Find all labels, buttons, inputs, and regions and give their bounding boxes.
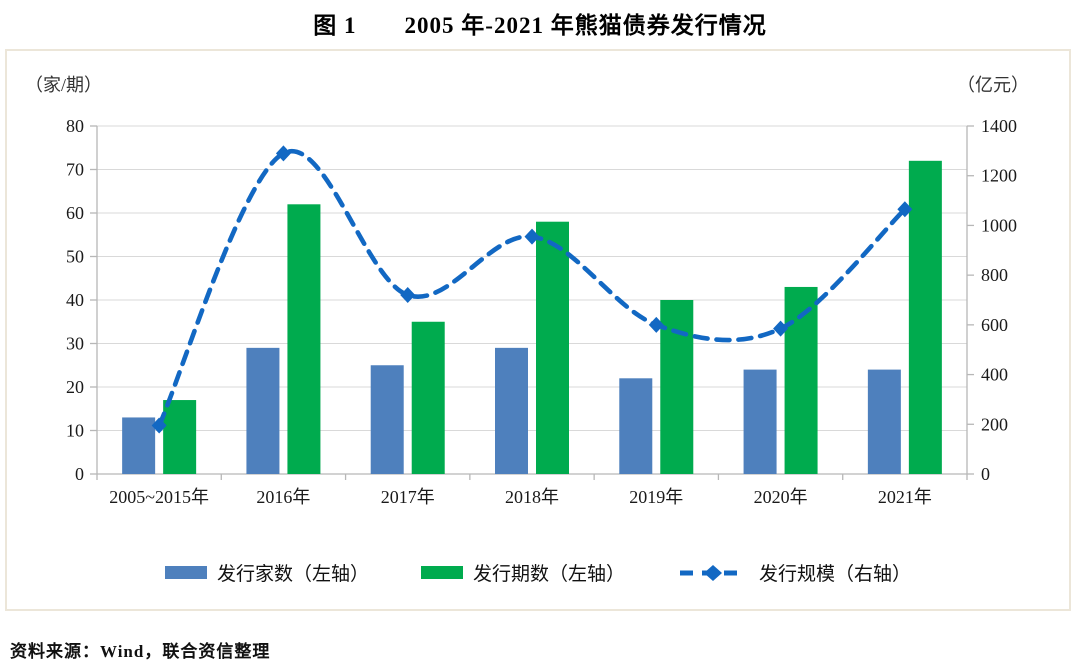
line-marker-diamond — [151, 417, 167, 434]
line-series-scale — [151, 145, 913, 434]
x-axis-ticks-labels: 2005~2015年 2016年 2017年 2018年 2019年 2020年 2021年 — [96, 474, 968, 507]
svg-text:2018年: 2018年 — [505, 487, 559, 507]
right-axis-ticks: 0 200 400 600 800 1000 1200 1400 — [967, 116, 1017, 484]
line-marker-diamond — [275, 145, 291, 162]
line-marker-diamond — [897, 201, 913, 218]
bar-series-0 — [122, 347, 901, 474]
left-axis-unit: （家/期） — [25, 75, 103, 95]
chart-frame: 0 10 20 30 40 50 60 70 80 0 200 400 600 800 1000 1200 14… — [5, 49, 1071, 611]
legend-item-issuers: 发行家数（左轴） — [164, 559, 369, 586]
svg-text:20: 20 — [66, 377, 84, 397]
bar — [370, 365, 404, 474]
svg-text:2005~2015年: 2005~2015年 — [109, 487, 209, 507]
combo-chart: 0102030405060708002004006008001000120014… — [66, 116, 1017, 507]
svg-text:2017年: 2017年 — [381, 487, 435, 507]
bar — [495, 347, 528, 474]
bar — [743, 369, 777, 474]
line-marker-diamond — [524, 228, 540, 245]
svg-text:400: 400 — [981, 365, 1008, 385]
line-marker-diamond — [400, 287, 416, 304]
bar — [619, 378, 653, 474]
svg-text:0: 0 — [75, 464, 84, 484]
bar — [536, 221, 569, 474]
bar — [908, 160, 942, 475]
right-axis-unit: （亿元） — [957, 75, 1029, 95]
legend-label-issuers: 发行家数（左轴） — [216, 564, 369, 585]
svg-text:10: 10 — [66, 421, 84, 441]
svg-text:60: 60 — [66, 203, 84, 223]
line-marker-diamond — [648, 316, 664, 333]
svg-text:30: 30 — [66, 334, 84, 354]
source-note: 资料来源：Wind，联合资信整理 — [10, 642, 271, 661]
svg-text:1200: 1200 — [981, 166, 1017, 186]
bar — [287, 204, 321, 475]
svg-text:2021年: 2021年 — [878, 487, 932, 507]
bar — [163, 400, 197, 474]
legend-dashed-line-icon — [680, 564, 746, 581]
bar-series-1 — [163, 160, 942, 475]
line-marker-diamond — [773, 320, 789, 337]
gridlines — [97, 125, 967, 431]
left-axis-ticks: 0 10 20 30 40 50 60 70 80 — [66, 116, 97, 484]
svg-text:0: 0 — [981, 464, 990, 484]
bar — [867, 369, 901, 474]
chart-title: 图 1 2005 年-2021 年熊猫债券发行情况 — [313, 13, 767, 38]
legend-item-issues: 发行期数（左轴） — [420, 559, 625, 586]
svg-text:80: 80 — [66, 116, 84, 136]
legend-label-scale: 发行规模（右轴） — [759, 564, 912, 585]
svg-text:2020年: 2020年 — [754, 487, 808, 507]
bar — [246, 347, 280, 474]
svg-text:1400: 1400 — [981, 116, 1017, 136]
svg-text:800: 800 — [981, 265, 1008, 285]
svg-text:70: 70 — [66, 160, 84, 180]
legend-item-scale: 发行规模（右轴） — [677, 559, 911, 586]
svg-text:50: 50 — [66, 247, 84, 267]
bar — [411, 321, 445, 474]
svg-text:40: 40 — [66, 290, 84, 310]
legend-swatch-issuers-bar — [164, 566, 207, 579]
legend: 发行家数（左轴） 发行期数（左轴） 发行规模（右轴） — [7, 559, 1069, 586]
bar — [122, 417, 156, 474]
svg-text:2019年: 2019年 — [629, 487, 683, 507]
svg-text:200: 200 — [981, 414, 1008, 434]
svg-text:600: 600 — [981, 315, 1008, 335]
svg-text:2016年: 2016年 — [256, 487, 310, 507]
legend-swatch-issues-bar — [420, 566, 463, 579]
svg-text:1000: 1000 — [981, 215, 1017, 235]
legend-label-issues: 发行期数（左轴） — [472, 564, 625, 585]
